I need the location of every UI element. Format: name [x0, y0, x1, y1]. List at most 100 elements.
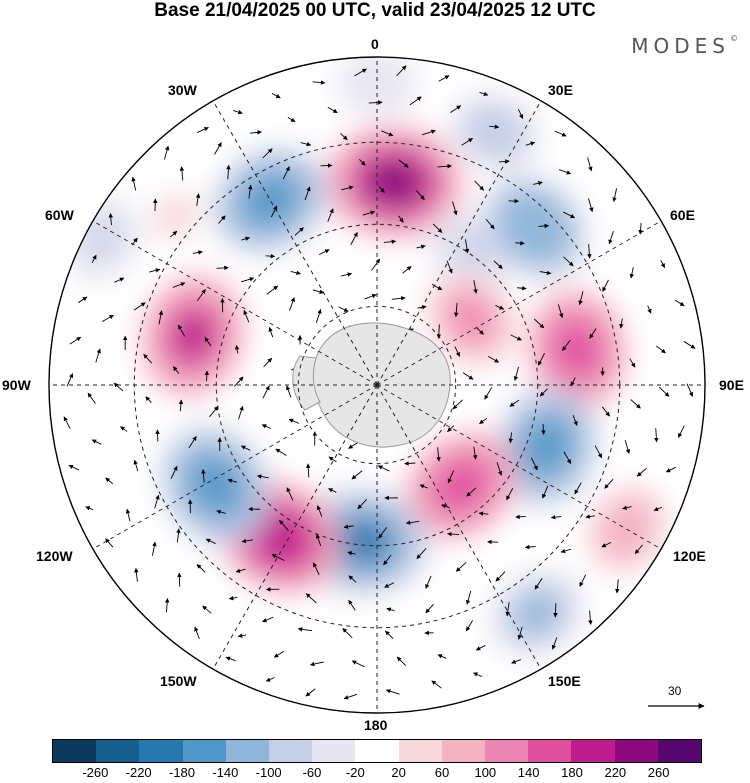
wind-vector: [196, 564, 206, 573]
anomaly-cell: [358, 68, 396, 99]
wind-vector: [517, 285, 527, 291]
wind-vector: [498, 159, 510, 164]
wind-vector: [233, 109, 243, 115]
wind-vector: [383, 554, 392, 566]
wind-vector: [196, 127, 209, 133]
wind-vector: [240, 445, 251, 451]
wind-vector: [347, 551, 356, 556]
wind-vector: [466, 487, 477, 497]
wind-vector: [66, 373, 74, 387]
wind-vector: [562, 339, 571, 351]
wind-vector: [383, 239, 397, 244]
meridian-line: [212, 100, 378, 386]
wind-vector: [588, 198, 594, 213]
wind-vector: [419, 484, 428, 489]
anomaly-cell: [84, 219, 120, 258]
wind-vector: [315, 533, 322, 547]
wind-vector: [216, 265, 229, 271]
wind-vector: [227, 478, 238, 483]
wind-vector: [113, 382, 124, 392]
wind-vector: [152, 541, 157, 556]
colorbar: [52, 739, 702, 763]
wind-vector: [271, 93, 281, 99]
wind-vector: [381, 130, 394, 137]
wind-vector: [256, 474, 269, 479]
wind-vector: [554, 130, 567, 137]
wind-vector: [572, 415, 578, 426]
map-boundary: [48, 56, 706, 714]
wind-vector: [149, 268, 161, 273]
meridian-line: [376, 220, 662, 386]
wind-vector: [665, 466, 677, 473]
anomaly-cell: [169, 307, 217, 364]
wind-vector: [114, 277, 125, 283]
anomaly-cell: [515, 593, 559, 634]
wind-vector: [496, 462, 503, 476]
wind-vector: [170, 230, 178, 238]
colorbar-cell: [269, 740, 313, 762]
wind-vector: [615, 579, 620, 594]
wind-vector: [304, 186, 311, 201]
brand-text: MODES: [631, 34, 730, 58]
lon-label-30e: 30E: [548, 82, 573, 98]
wind-vector: [300, 141, 312, 147]
wind-vector: [263, 357, 273, 368]
wind-vector: [455, 561, 467, 572]
wind-vector: [402, 266, 412, 274]
colorbar-cell: [139, 740, 183, 762]
wind-vector: [513, 366, 519, 381]
lon-label-180: 180: [364, 717, 388, 733]
wind-vector: [437, 163, 452, 169]
colorbar-tick-label: 140: [517, 765, 540, 780]
wind-vector: [343, 524, 354, 529]
wind-vector: [608, 230, 614, 245]
wind-vector: [587, 157, 593, 172]
wind-vector: [234, 345, 240, 354]
wind-vector: [537, 352, 545, 366]
wind-vector: [452, 201, 458, 216]
wind-vector: [432, 223, 443, 233]
wind-vector: [686, 383, 694, 397]
wind-vector: [636, 467, 647, 477]
wind-vector: [622, 505, 632, 510]
wind-vector: [511, 659, 521, 664]
wind-vector: [105, 477, 114, 485]
wind-vector: [396, 65, 407, 76]
wind-vector: [288, 418, 300, 424]
wind-vector: [533, 181, 543, 186]
wind-vector: [340, 272, 353, 277]
wind-vector: [237, 633, 247, 638]
anomaly-cell: [363, 156, 427, 209]
colorbar-cell: [312, 740, 356, 762]
wind-vector: [563, 451, 572, 464]
wind-vector: [479, 91, 489, 97]
meridian-line: [376, 384, 662, 550]
wind-vector: [409, 96, 422, 106]
wind-vector: [145, 396, 152, 403]
wind-vector: [241, 538, 253, 544]
graticule: [49, 57, 705, 713]
wind-vector: [316, 505, 323, 517]
wind-vector: [196, 289, 206, 302]
wind-vector: [560, 548, 572, 554]
wind-vector: [262, 385, 270, 399]
wind-vector: [677, 425, 685, 438]
wind-vector: [164, 598, 170, 613]
lon-label-60e: 60E: [670, 207, 695, 223]
colorbar-tick-label: -60: [302, 765, 322, 780]
anomaly-cell: [452, 233, 490, 269]
vector-reference-label: 30: [668, 684, 682, 698]
wind-vector: [158, 310, 164, 325]
wind-vector: [416, 548, 427, 559]
wind-vector: [524, 544, 536, 550]
wind-vector: [506, 488, 514, 501]
wind-vector: [327, 208, 334, 222]
wind-vector: [624, 439, 631, 454]
wind-vector: [473, 280, 478, 294]
colorbar-tick-label: -220: [125, 765, 152, 780]
wind-vector: [478, 511, 489, 516]
wind-vector: [446, 260, 453, 274]
colorbar-cell: [355, 740, 399, 762]
wind-vector: [464, 239, 470, 254]
wind-vector: [194, 626, 200, 640]
